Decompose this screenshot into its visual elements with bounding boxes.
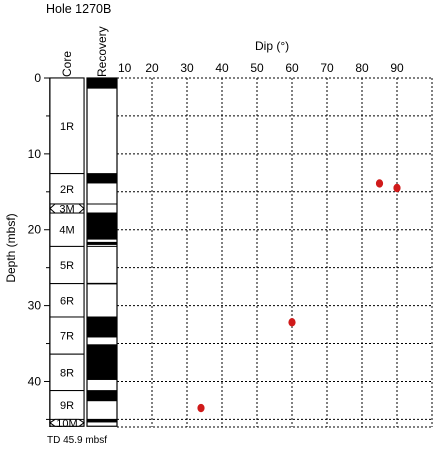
core-label: 5R xyxy=(60,260,74,272)
core-interval-6R xyxy=(49,283,85,318)
total-depth-note: TD 45.9 mbsf xyxy=(47,435,107,446)
depth-tick-label: 20 xyxy=(28,223,42,237)
core-interval-1R xyxy=(49,77,85,175)
dip-tick-label: 90 xyxy=(390,61,404,75)
recovered-interval xyxy=(87,344,117,355)
core-label: 4M xyxy=(59,225,74,237)
recovered-interval xyxy=(87,173,117,184)
core-label: 2R xyxy=(60,184,74,196)
core-column-title: Core xyxy=(60,51,74,77)
dip-points xyxy=(197,179,401,413)
core-interval-9R xyxy=(49,390,85,420)
recovered-interval xyxy=(87,241,117,245)
dip-axis: 10 20 30 40 50 60 70 80 90 xyxy=(118,61,404,75)
recovered-interval xyxy=(87,213,117,240)
core-label: 6R xyxy=(60,295,74,307)
recovered-interval xyxy=(87,78,117,89)
core-marker-10M xyxy=(49,418,85,427)
core-label: 1R xyxy=(60,121,74,133)
dip-tick-label: 60 xyxy=(285,61,299,75)
core-label: 7R xyxy=(60,331,74,343)
x-axis-title: Dip (°) xyxy=(255,39,289,53)
y-axis-title: Depth (mbsf) xyxy=(4,213,18,282)
core-label: 3M xyxy=(59,203,74,215)
dip-tick-label: 20 xyxy=(145,61,159,75)
dip-tick-label: 50 xyxy=(250,61,264,75)
core-label: 10M xyxy=(56,418,77,430)
dip-tick-label: 70 xyxy=(320,61,334,75)
recovered-interval xyxy=(87,354,117,380)
dip-tick-label: 40 xyxy=(215,61,229,75)
core-label: 8R xyxy=(60,367,74,379)
core-interval-5R xyxy=(49,245,85,285)
core-interval-8R xyxy=(49,353,85,392)
depth-axis: 0 10 20 30 40 xyxy=(28,71,51,427)
dip-tick-label: 80 xyxy=(355,61,369,75)
dip-tick-label: 10 xyxy=(118,61,132,75)
recovered-interval xyxy=(87,390,117,402)
core-column: 1R 2R 3M 4M 5R 6R 7R 8R 9R 10M xyxy=(49,77,85,430)
core-label: 9R xyxy=(60,400,74,412)
recovered-interval xyxy=(87,316,117,338)
core-interval-4M xyxy=(49,212,85,247)
recovered-interval xyxy=(87,419,117,423)
hole-title: Hole 1270B xyxy=(46,2,111,16)
plot-grid xyxy=(117,77,433,428)
dip-point xyxy=(393,183,401,193)
depth-tick-label: 30 xyxy=(28,299,42,313)
recovery-column xyxy=(86,77,118,427)
dip-point xyxy=(288,318,296,327)
core-interval-7R xyxy=(49,316,85,355)
core-interval-2R xyxy=(49,173,85,205)
depth-tick-label: 0 xyxy=(34,71,41,85)
dip-point xyxy=(197,403,205,413)
recovery-column-title: Recovery xyxy=(95,26,109,77)
depth-tick-label: 10 xyxy=(28,147,42,161)
dip-tick-label: 30 xyxy=(180,61,194,75)
dip-point xyxy=(375,179,384,188)
depth-tick-label: 40 xyxy=(28,374,42,388)
